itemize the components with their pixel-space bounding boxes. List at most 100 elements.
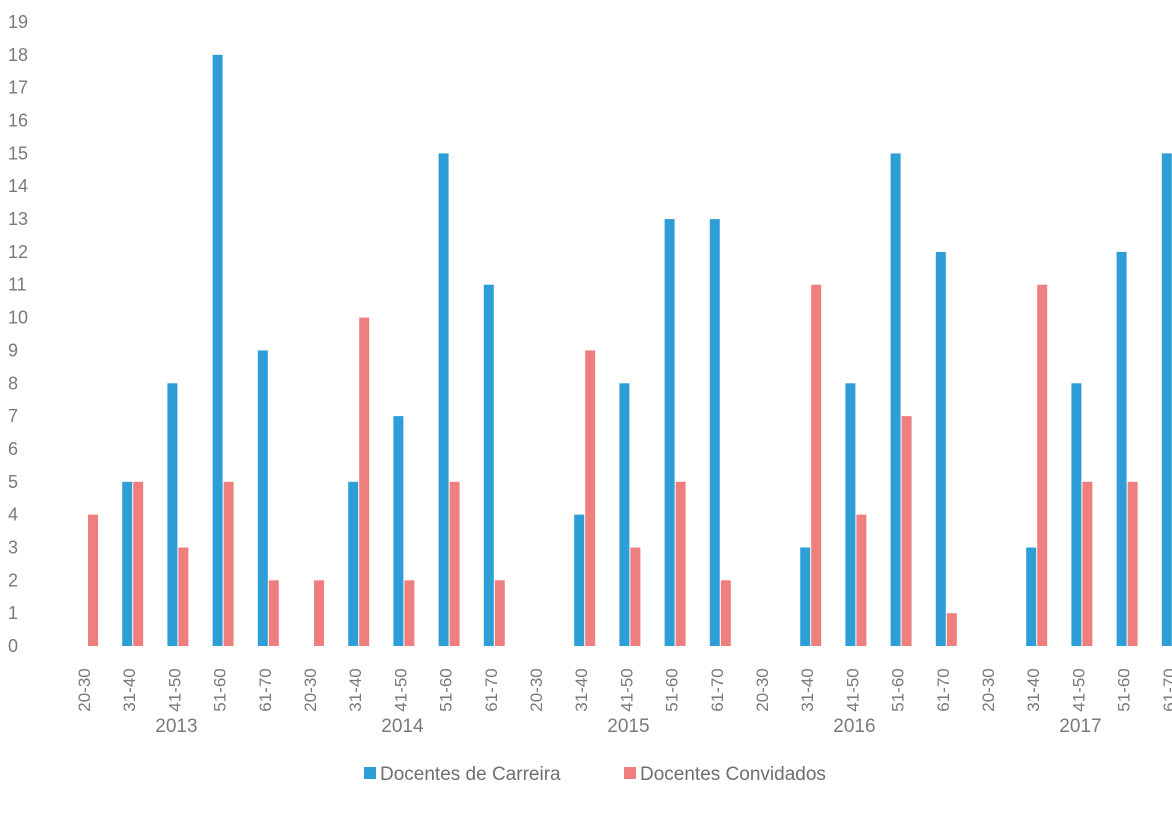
legend-swatch-docentes-convidados (624, 767, 636, 779)
bar-docentes-convidados (359, 317, 370, 646)
category-label: 51-60 (889, 668, 908, 711)
category-label: 31-40 (798, 668, 817, 711)
y-tick-label: 16 (8, 111, 28, 131)
bar-docentes-convidados (946, 613, 957, 646)
bar-docentes-convidados (404, 580, 415, 646)
category-label: 61-70 (708, 668, 727, 711)
y-tick-label: 5 (8, 472, 18, 492)
bar-docentes-convidados (133, 481, 144, 646)
y-tick-label: 10 (8, 308, 28, 328)
category-label: 20-30 (753, 668, 772, 711)
y-tick-label: 3 (8, 537, 18, 557)
bar-docentes-convidados (585, 350, 596, 646)
category-label: 61-70 (482, 668, 501, 711)
y-tick-label: 18 (8, 45, 28, 65)
y-tick-label: 2 (8, 570, 18, 590)
year-label: 2017 (1059, 716, 1101, 737)
legend-label-docentes-de-carreira: Docentes de Carreira (380, 764, 561, 785)
bar-docentes-convidados (494, 580, 505, 646)
bar-docentes-de-carreira (257, 350, 268, 646)
category-label: 41-50 (391, 668, 410, 711)
bar-docentes-convidados (720, 580, 731, 646)
bar-docentes-de-carreira (483, 284, 494, 646)
y-tick-label: 12 (8, 242, 28, 262)
bar-docentes-de-carreira (800, 547, 811, 646)
bar-docentes-de-carreira (122, 481, 133, 646)
y-tick-label: 13 (8, 209, 28, 229)
bars (88, 54, 1172, 647)
y-tick-label: 9 (8, 340, 18, 360)
bar-docentes-convidados (1127, 481, 1138, 646)
year-label: 2013 (155, 716, 197, 737)
category-label: 61-70 (934, 668, 953, 711)
bar-docentes-de-carreira (212, 54, 223, 647)
y-tick-label: 15 (8, 143, 28, 163)
bar-docentes-convidados (811, 284, 822, 646)
bar-docentes-convidados (1082, 481, 1093, 646)
bar-docentes-convidados (1037, 284, 1048, 646)
year-label: 2015 (607, 716, 649, 737)
y-tick-label: 7 (8, 406, 18, 426)
category-label: 31-40 (120, 668, 139, 711)
category-label: 51-60 (211, 668, 230, 711)
bar-docentes-convidados (856, 514, 867, 646)
bar-docentes-de-carreira (845, 383, 856, 646)
category-label: 41-50 (617, 668, 636, 711)
bar-docentes-de-carreira (438, 153, 449, 646)
category-label: 61-70 (1160, 668, 1172, 711)
category-label: 41-50 (165, 668, 184, 711)
year-label: 2016 (833, 716, 875, 737)
category-label: 41-50 (843, 668, 862, 711)
bar-docentes-convidados (675, 481, 686, 646)
y-tick-label: 1 (8, 603, 18, 623)
category-label: 31-40 (1024, 668, 1043, 711)
y-tick-label: 14 (8, 176, 28, 196)
bar-docentes-de-carreira (574, 514, 585, 646)
legend-label-docentes-convidados: Docentes Convidados (640, 764, 826, 785)
category-label: 20-30 (979, 668, 998, 711)
bar-docentes-convidados (178, 547, 189, 646)
bar-docentes-de-carreira (1071, 383, 1082, 646)
bar-docentes-de-carreira (664, 219, 675, 646)
y-tick-label: 17 (8, 78, 28, 98)
category-labels: 20-30 31-40 41-50 51-60 61-70 20-30 31-40 41-50… (75, 668, 1172, 711)
y-tick-label: 19 (8, 12, 28, 32)
category-label: 31-40 (572, 668, 591, 711)
y-tick-label: 0 (8, 636, 18, 656)
category-label: 51-60 (1115, 668, 1134, 711)
year-label: 2014 (381, 716, 424, 737)
legend: Docentes de Carreira Docentes Convidados (364, 764, 826, 785)
category-label: 20-30 (527, 668, 546, 711)
category-label: 31-40 (346, 668, 365, 711)
category-label: 51-60 (663, 668, 682, 711)
legend-swatch-docentes-de-carreira (364, 767, 376, 779)
bar-docentes-de-carreira (619, 383, 630, 646)
bar-docentes-de-carreira (1161, 153, 1172, 646)
bar-docentes-convidados (449, 481, 460, 646)
bar-docentes-de-carreira (1116, 251, 1127, 646)
bar-docentes-convidados (314, 580, 324, 646)
y-tick-label: 8 (8, 373, 18, 393)
bar-docentes-de-carreira (1026, 547, 1037, 646)
bar-docentes-de-carreira (167, 383, 178, 646)
category-label: 20-30 (75, 668, 94, 711)
bar-docentes-convidados (268, 580, 279, 646)
bar-docentes-convidados (901, 416, 912, 646)
bar-docentes-de-carreira (348, 481, 359, 646)
y-tick-label: 6 (8, 439, 18, 459)
year-labels: 2013 2014 2015 2016 2017 (155, 716, 1101, 737)
bar-docentes-de-carreira (890, 153, 901, 646)
bar-docentes-convidados (223, 481, 234, 646)
bar-docentes-convidados (88, 514, 98, 646)
y-tick-label: 11 (8, 275, 27, 295)
bar-docentes-convidados (630, 547, 641, 646)
bar-docentes-de-carreira (709, 219, 720, 646)
category-label: 41-50 (1069, 668, 1088, 711)
bar-docentes-de-carreira (935, 251, 946, 646)
category-label: 20-30 (301, 668, 320, 711)
bar-docentes-de-carreira (393, 416, 404, 646)
category-label: 51-60 (437, 668, 456, 711)
y-tick-label: 4 (8, 505, 18, 525)
